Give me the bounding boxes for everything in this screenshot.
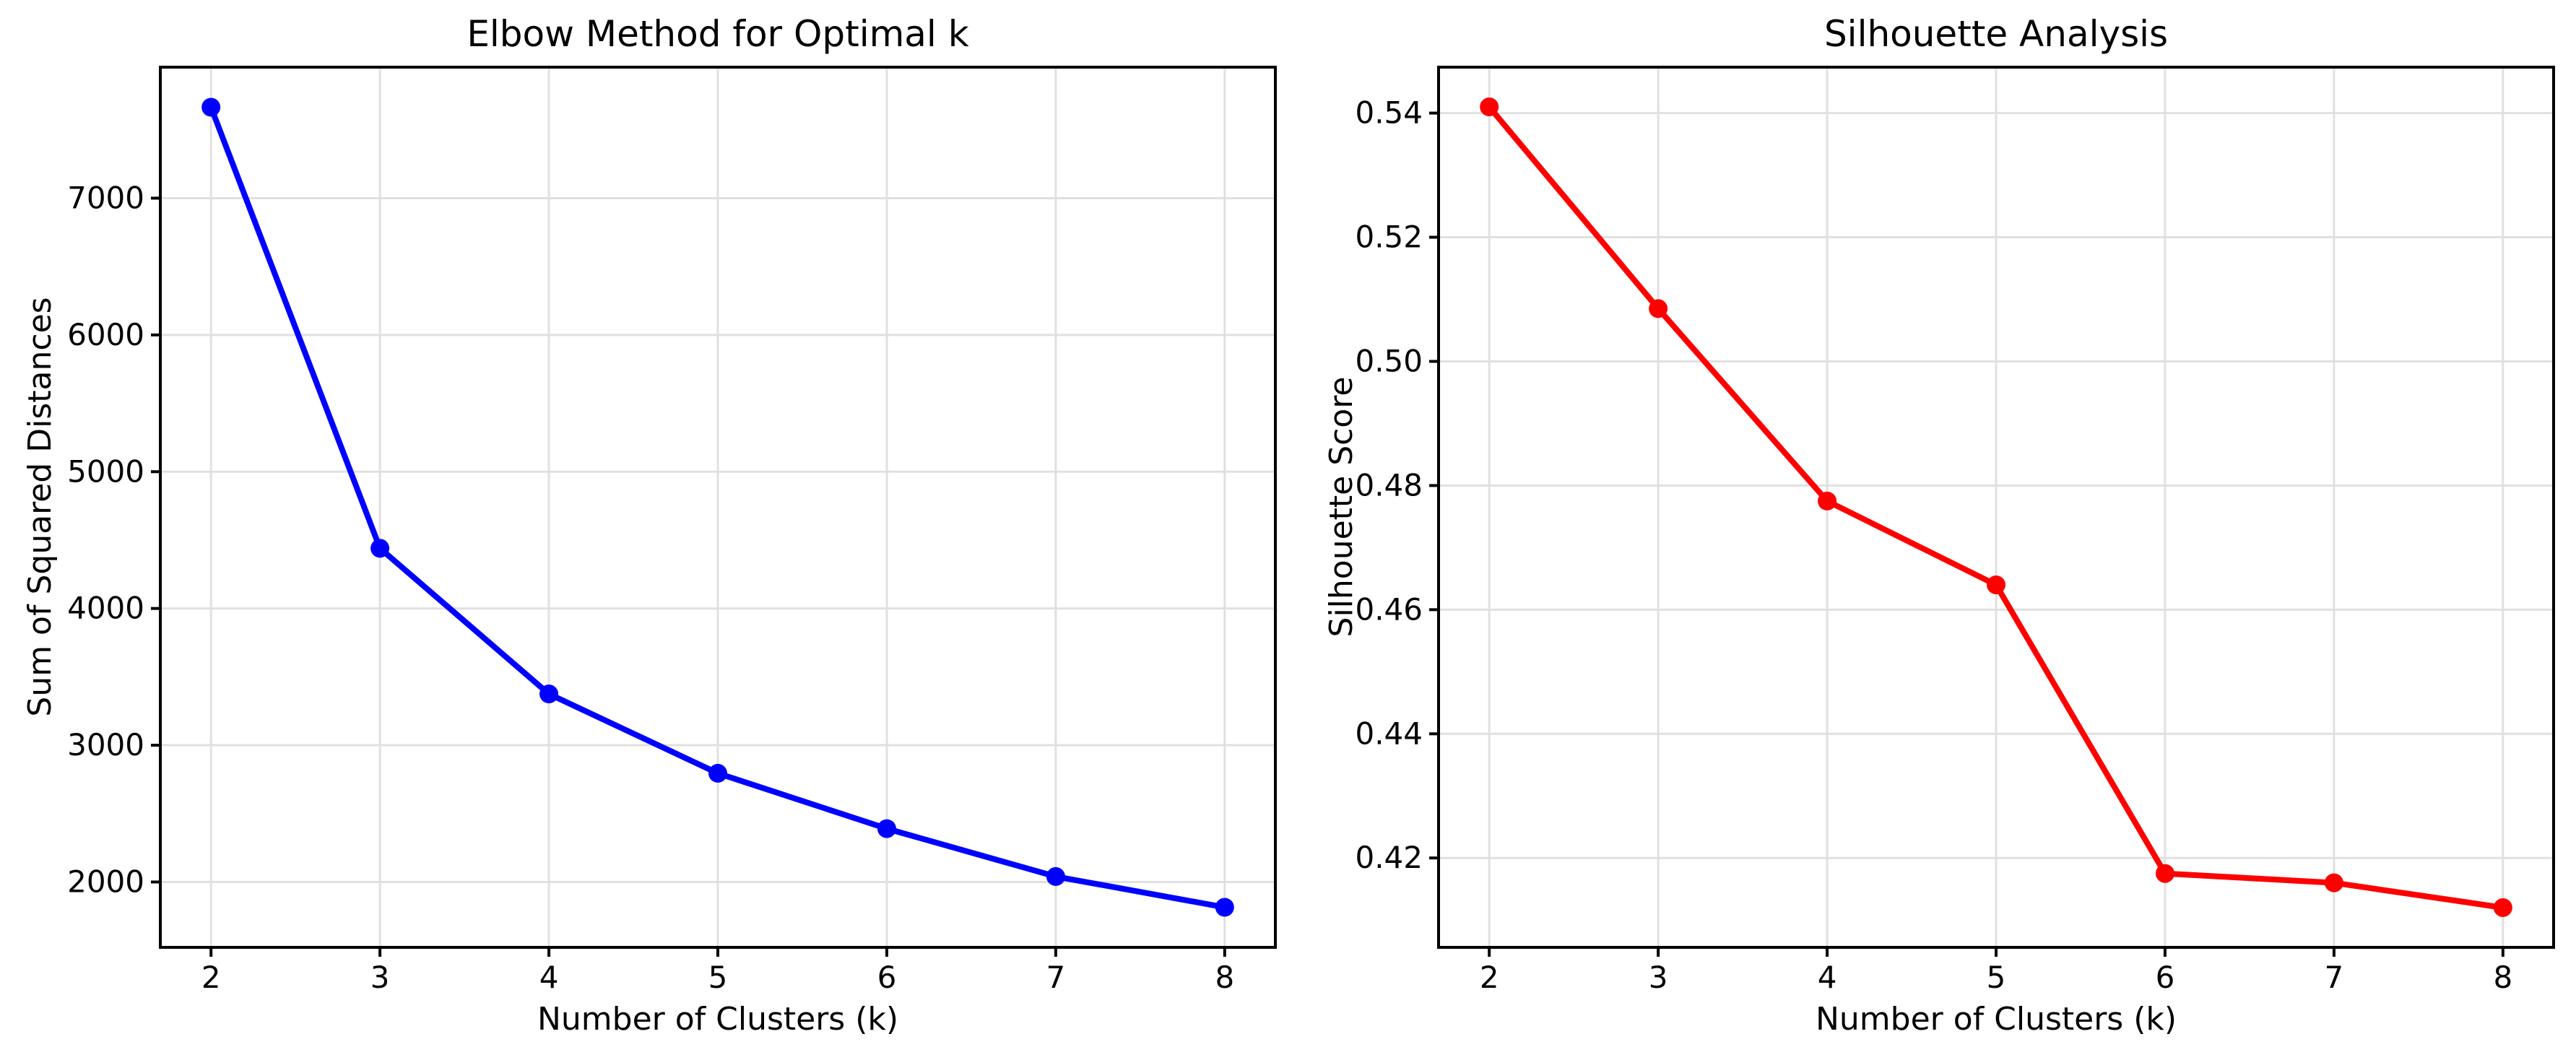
data-point-marker [877,819,896,838]
y-tick-label: 0.52 [1355,220,1423,255]
x-tick-label: 2 [1480,960,1499,995]
y-tick-label: 0.44 [1355,716,1423,751]
data-point-marker [2324,873,2343,892]
data-point-marker [1046,866,1065,886]
grid-lines [160,67,1275,947]
x-tick-label: 6 [2156,960,2175,995]
silhouette-y-axis-label: Silhouette Score [1323,376,1360,638]
y-tick-label: 0.42 [1355,840,1423,875]
subplot-1: 2 3 4 5 6 7 8 0.42 0.44 0.46 0.48 0.50 0.52 0.54 [1355,66,2555,995]
data-point-marker [539,685,559,704]
x-tick-label: 5 [1987,960,2006,995]
y-tick-label: 5000 [67,453,144,489]
data-point-marker [1480,97,1499,117]
data-point-marker [1215,898,1234,917]
data-point-marker [1649,299,1668,318]
y-tick-label: 0.46 [1355,591,1423,627]
series-markers [201,97,1234,917]
data-point-marker [1818,491,1837,511]
x-tick-label: 7 [2325,960,2344,995]
x-tick-label: 8 [2493,960,2512,995]
silhouette-x-axis-label: Number of Clusters (k) [1815,1001,2177,1038]
x-tick-label: 3 [370,960,390,995]
data-point-marker [201,97,221,117]
data-point-marker [708,763,727,783]
y-tick-label: 0.54 [1355,95,1423,131]
x-tick-label: 5 [708,960,728,995]
y-tick-label: 0.48 [1355,467,1423,503]
grid-lines [1439,67,2554,947]
data-point-marker [2155,864,2174,883]
y-tick-label: 3000 [67,727,144,763]
elbow-y-axis-label: Sum of Squared Distances [22,297,58,717]
y-tick-label: 2000 [67,864,144,899]
data-point-marker [2493,898,2512,917]
elbow-x-axis-label: Number of Clusters (k) [537,1001,899,1038]
x-tick-label: 7 [1046,960,1066,995]
series-markers [1480,97,2512,917]
y-tick-label: 7000 [67,180,144,215]
x-tick-label: 4 [1818,960,1837,995]
y-tick-label: 4000 [67,591,144,626]
silhouette-chart-title: Silhouette Analysis [1823,13,2169,55]
x-tick-label: 3 [1649,960,1668,995]
elbow-chart-title: Elbow Method for Optimal k [467,13,969,55]
axis-ticks: 2 3 4 5 6 7 8 0.42 0.44 0.46 0.48 0.50 0.52 0.54 [1355,95,2512,995]
x-tick-label: 8 [1215,960,1234,995]
y-tick-label: 6000 [67,317,144,352]
x-tick-label: 2 [201,960,221,995]
x-tick-label: 6 [877,960,897,995]
subplot-0: 2 3 4 5 6 7 8 2000 3000 4000 5000 6000 7000 [67,66,1277,995]
y-tick-label: 0.50 [1355,343,1423,378]
axis-ticks: 2 3 4 5 6 7 8 2000 3000 4000 5000 6000 7000 [67,180,1234,995]
x-tick-label: 4 [539,960,559,995]
data-point-marker [370,539,390,558]
data-point-marker [1987,575,2005,594]
